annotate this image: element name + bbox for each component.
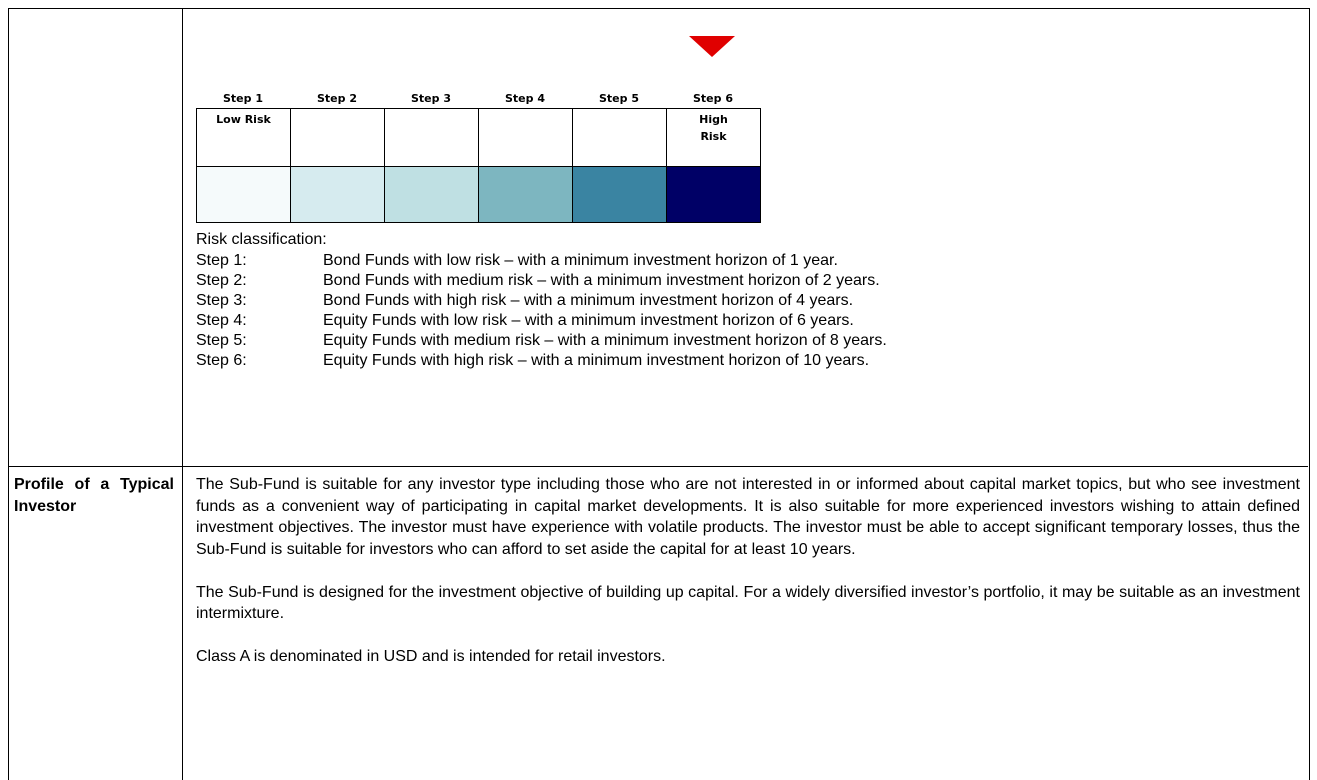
risk-color: [290, 166, 385, 223]
column-divider: [182, 8, 183, 780]
risk-cell: [478, 108, 573, 167]
risk-color: [666, 166, 761, 223]
risk-color: [196, 166, 291, 223]
risk-cell: Low Risk: [196, 108, 291, 167]
class-text: Equity Funds with medium risk – with a m…: [323, 332, 887, 349]
class-text: Bond Funds with high risk – with a minim…: [323, 292, 854, 309]
step-name: Step 5: [599, 92, 639, 105]
step-name: Step 4: [505, 92, 545, 105]
profile-text: The Sub-Fund is suitable for any investo…: [196, 474, 1300, 668]
marker-triangle: [689, 36, 735, 57]
risk-cell: [290, 108, 385, 167]
risk-label: Low Risk: [216, 113, 271, 126]
row-divider: [8, 466, 1308, 467]
class-text: Equity Funds with high risk – with a min…: [323, 352, 870, 369]
class-step: Step 4:: [196, 312, 247, 329]
classification-title: Risk classification:: [196, 231, 327, 248]
risk-label: High Risk: [699, 113, 728, 143]
profile-heading: Profile of a Typical Investor: [14, 476, 174, 515]
class-step: Step 2:: [196, 272, 247, 289]
risk-cell: [572, 108, 667, 167]
step-name: Step 2: [317, 92, 357, 105]
step-name: Step 1: [223, 92, 263, 105]
class-text: Bond Funds with low risk – with a minimu…: [323, 252, 838, 269]
risk-color: [572, 166, 667, 223]
class-step: Step 1:: [196, 252, 247, 269]
table-frame: [8, 8, 1310, 780]
step-name: Step 6: [693, 92, 733, 105]
class-text: Equity Funds with low risk – with a mini…: [323, 312, 854, 329]
risk-color: [384, 166, 479, 223]
class-text: Bond Funds with medium risk – with a min…: [323, 272, 880, 289]
paragraph: The Sub-Fund is suitable for any investo…: [196, 476, 1300, 558]
risk-color: [478, 166, 573, 223]
step-name: Step 3: [411, 92, 451, 105]
class-step: Step 3:: [196, 292, 247, 309]
paragraph: Class A is denominated in USD and is int…: [196, 648, 666, 665]
class-step: Step 5:: [196, 332, 247, 349]
risk-cell: High Risk: [666, 108, 761, 167]
paragraph: The Sub-Fund is designed for the investm…: [196, 583, 1300, 623]
class-step: Step 6:: [196, 352, 247, 369]
risk-cell: [384, 108, 479, 167]
